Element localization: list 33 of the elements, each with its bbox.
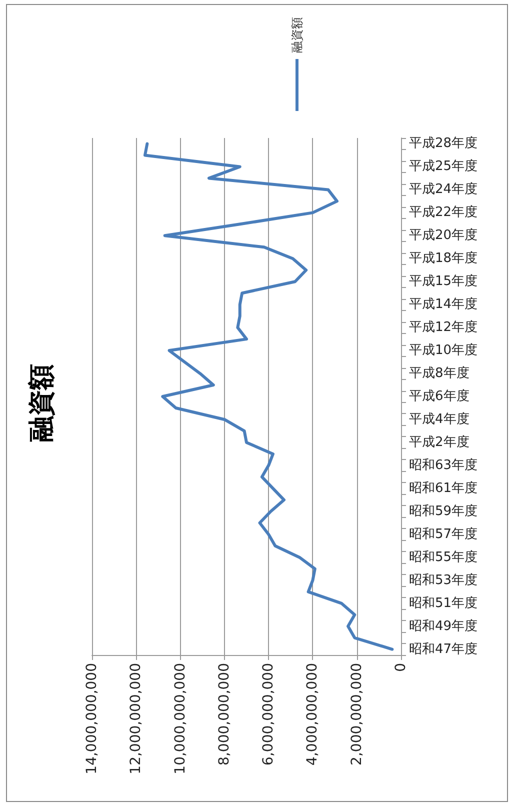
y-tick-label: 昭和55年度 — [409, 548, 478, 565]
y-tick-label: 昭和47年度 — [409, 640, 478, 657]
y-tick-label: 平成2年度 — [409, 434, 470, 450]
y-tick-label: 昭和51年度 — [409, 594, 478, 611]
x-tick-label: 6,000,000,000 — [260, 663, 277, 766]
x-tick-label: 12,000,000,000 — [128, 663, 144, 774]
x-tick-label: 8,000,000,000 — [216, 663, 232, 766]
x-tick-label: 2,000,000,000 — [348, 663, 365, 766]
x-tick-label: 10,000,000,000 — [172, 663, 188, 774]
y-tick-label: 昭和61年度 — [409, 480, 478, 496]
y-tick-label: 平成18年度 — [409, 250, 478, 266]
x-tick-label: 4,000,000,000 — [304, 663, 321, 766]
y-tick-label: 平成24年度 — [409, 181, 478, 198]
y-tick-label: 平成14年度 — [409, 296, 478, 312]
x-tick-label: 14,000,000,000 — [84, 663, 100, 774]
x-tick-label: 0 — [393, 663, 409, 672]
y-tick-label: 平成8年度 — [409, 365, 470, 382]
y-tick-label: 平成25年度 — [409, 158, 478, 174]
text: 融資額 — [290, 17, 304, 53]
y-tick-label: 平成22年度 — [409, 204, 478, 220]
y-tick-label: 昭和49年度 — [409, 618, 478, 634]
y-tick-label: 昭和59年度 — [409, 502, 478, 519]
y-tick-label: 平成28年度 — [409, 135, 478, 152]
y-tick-label: 平成12年度 — [409, 319, 478, 336]
y-tick-label: 平成4年度 — [409, 410, 470, 427]
y-tick-label: 平成10年度 — [409, 342, 478, 358]
y-tick-label: 昭和57年度 — [409, 526, 478, 542]
y-tick-label: 平成15年度 — [409, 273, 478, 290]
y-tick-label: 平成20年度 — [409, 227, 478, 244]
y-tick-label: 昭和63年度 — [409, 456, 478, 473]
text: 融資額 — [27, 364, 57, 442]
y-tick-label: 昭和53年度 — [409, 572, 478, 588]
y-tick-label: 平成6年度 — [409, 388, 470, 404]
